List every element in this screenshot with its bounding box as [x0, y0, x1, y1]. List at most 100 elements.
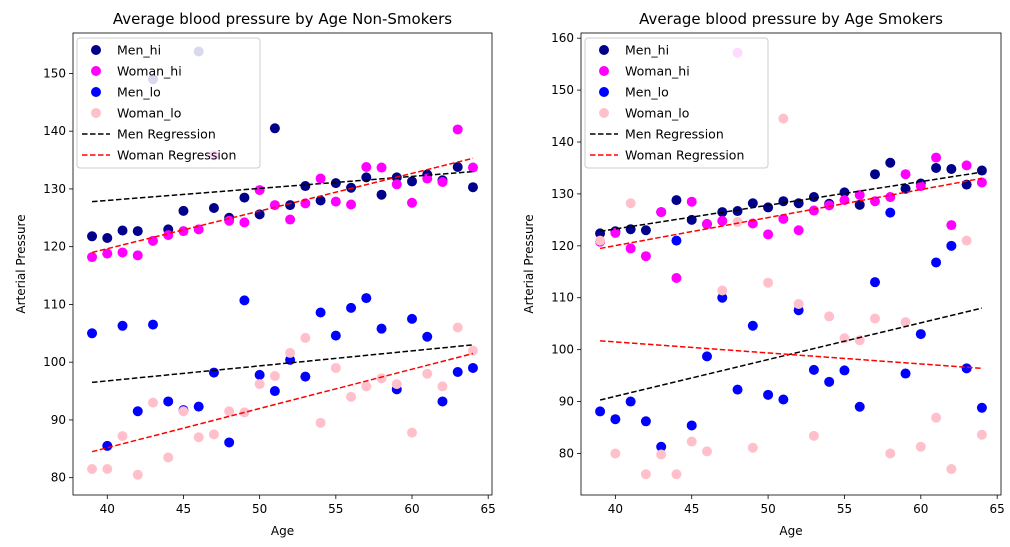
point-men-lo — [163, 396, 174, 407]
point-men-lo — [147, 319, 158, 330]
y-tick-label: 100 — [43, 355, 66, 369]
point-men-lo — [686, 420, 697, 431]
point-men-lo — [407, 313, 418, 324]
point-woman-hi — [671, 273, 682, 284]
point-men-lo — [467, 362, 478, 373]
x-tick-label: 60 — [404, 502, 419, 516]
point-men-lo — [931, 257, 942, 268]
point-woman-lo — [330, 362, 341, 373]
point-men-hi — [300, 181, 311, 192]
y-tick-label: 140 — [551, 135, 574, 149]
point-men-hi — [931, 162, 942, 173]
point-woman-hi — [976, 177, 987, 188]
point-woman-lo — [931, 412, 942, 423]
point-woman-hi — [346, 199, 357, 210]
legend-label: Woman_hi — [117, 64, 182, 79]
point-men-hi — [452, 161, 463, 172]
legend-label: Men_lo — [625, 85, 669, 100]
point-men-hi — [839, 187, 850, 198]
y-tick-label: 110 — [551, 291, 574, 305]
y-axis-label: Arterial Pressure — [14, 214, 28, 313]
point-men-lo — [132, 406, 143, 417]
point-woman-lo — [793, 298, 804, 309]
point-woman-lo — [224, 406, 235, 417]
point-woman-lo — [946, 464, 957, 475]
legend-label: Woman_lo — [117, 106, 181, 121]
point-men-hi — [885, 157, 896, 168]
point-woman-lo — [640, 469, 651, 480]
y-tick-label: 110 — [43, 297, 66, 311]
x-axis-label: Age — [271, 524, 294, 538]
point-men-hi — [732, 206, 743, 217]
legend-label: Woman Regression — [625, 148, 744, 163]
point-woman-lo — [346, 391, 357, 402]
woman-regression-line — [91, 157, 474, 254]
point-men-lo — [346, 302, 357, 313]
point-men-hi — [315, 195, 326, 206]
men-regression-line — [599, 307, 983, 401]
point-men-lo — [656, 441, 667, 452]
men-regression-line — [91, 344, 474, 384]
point-woman-hi — [763, 229, 774, 240]
point-men-lo — [208, 367, 219, 378]
point-men-lo — [717, 292, 728, 303]
point-woman-hi — [330, 196, 341, 207]
point-woman-lo — [422, 368, 433, 379]
point-men-hi — [778, 196, 789, 207]
point-men-hi — [407, 176, 418, 187]
point-men-hi — [671, 195, 682, 206]
point-men-hi — [976, 165, 987, 176]
point-woman-lo — [671, 469, 682, 480]
point-men-lo — [763, 389, 774, 400]
point-men-lo — [625, 396, 636, 407]
point-woman-lo — [178, 406, 189, 417]
point-men-lo — [824, 376, 835, 387]
woman-regression-line — [91, 352, 474, 453]
point-woman-lo — [437, 381, 448, 392]
y-tick-label: 90 — [559, 395, 574, 409]
point-men-hi — [132, 226, 143, 237]
point-men-lo — [330, 330, 341, 341]
point-woman-hi — [778, 213, 789, 224]
point-woman-hi — [931, 152, 942, 163]
point-men-hi — [269, 123, 280, 134]
point-men-lo — [671, 235, 682, 246]
y-tick-label: 80 — [51, 471, 66, 485]
point-woman-lo — [839, 333, 850, 344]
point-men-hi — [239, 192, 250, 203]
point-men-hi — [946, 164, 957, 175]
point-woman-lo — [976, 429, 987, 440]
point-woman-hi — [422, 173, 433, 184]
point-woman-lo — [132, 469, 143, 480]
point-woman-hi — [102, 248, 113, 259]
x-tick-label: 40 — [608, 502, 623, 516]
point-men-lo — [702, 351, 712, 362]
point-woman-hi — [625, 243, 636, 254]
point-men-lo — [808, 364, 819, 375]
legend-label: Woman_hi — [625, 64, 690, 79]
point-men-lo — [269, 386, 280, 397]
y-tick-label: 150 — [551, 83, 574, 97]
woman-regression-line — [599, 177, 983, 250]
point-men-lo — [87, 328, 98, 339]
legend-dot-marker — [91, 66, 101, 76]
legend — [76, 37, 261, 169]
point-men-lo — [239, 295, 250, 306]
point-men-lo — [961, 363, 972, 374]
point-woman-hi — [900, 169, 911, 180]
point-woman-lo — [102, 464, 113, 475]
y-tick-label: 100 — [551, 343, 574, 357]
point-men-lo — [437, 396, 448, 407]
legend-dot-marker — [599, 108, 609, 118]
point-men-lo — [610, 414, 621, 425]
x-tick-label: 50 — [252, 502, 267, 516]
point-men-hi — [361, 172, 372, 183]
point-men-lo — [854, 401, 865, 412]
point-men-lo — [747, 320, 758, 331]
x-tick-label: 65 — [990, 502, 1005, 516]
point-men-hi — [763, 202, 774, 213]
y-axis-label: Arterial Pressure — [522, 214, 536, 313]
point-woman-lo — [915, 441, 926, 452]
point-men-lo — [976, 402, 987, 413]
